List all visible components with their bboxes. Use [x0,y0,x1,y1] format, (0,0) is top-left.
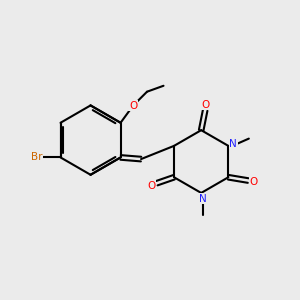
Text: O: O [250,177,258,187]
Text: N: N [230,139,237,148]
Text: N: N [199,194,207,203]
Text: O: O [201,100,209,110]
Text: Br: Br [31,152,43,162]
Text: O: O [129,100,137,111]
Text: O: O [147,181,155,190]
